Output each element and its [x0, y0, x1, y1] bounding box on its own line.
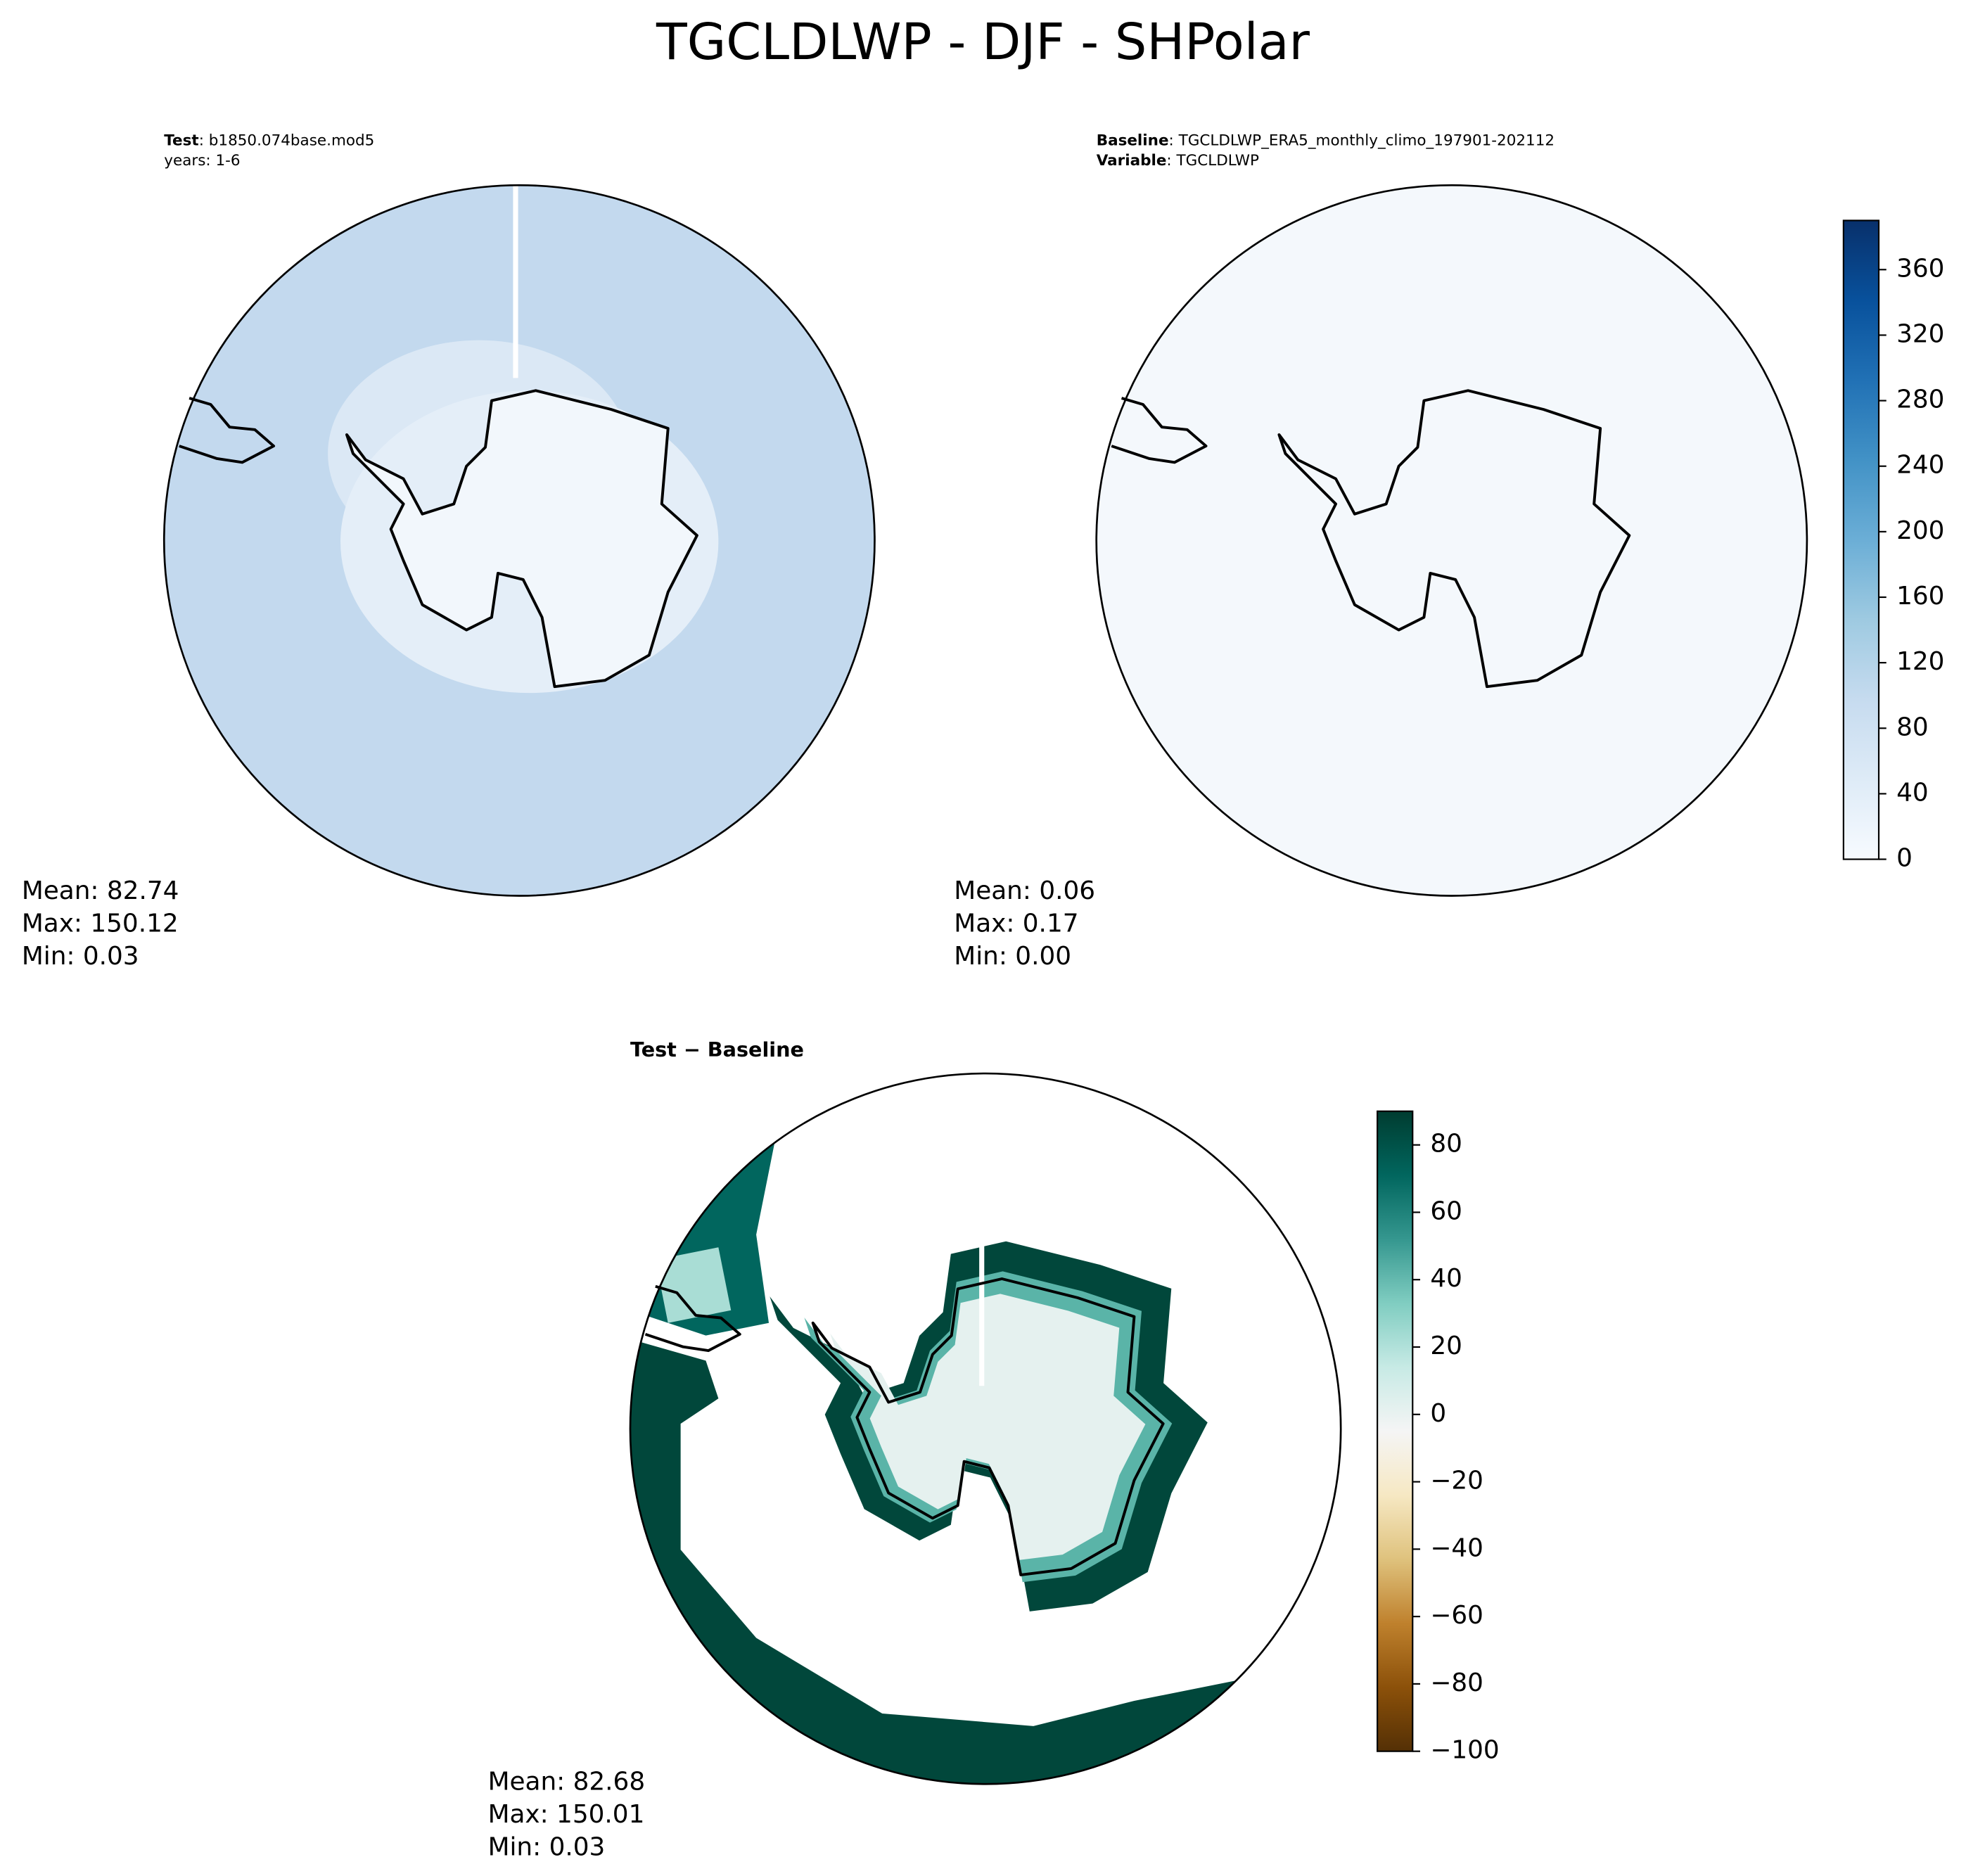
stat-line: Mean: 82.68	[488, 1767, 646, 1796]
colorbar-tick-label: 360	[1896, 254, 1944, 283]
map-field	[164, 185, 875, 896]
panel-subtitle: Variable: TGCLDLWP	[1097, 152, 1259, 170]
panel-subtitle: years: 1-6	[164, 152, 240, 170]
panel-title: Test − Baseline	[630, 1038, 804, 1061]
stat-line: Mean: 0.06	[954, 876, 1095, 905]
colorbar-tick-label: −60	[1430, 1601, 1483, 1630]
panel-title-bold: Baseline	[1097, 132, 1169, 150]
figure-title: TGCLDLWP - DJF - SHPolar	[656, 13, 1310, 71]
colorbar-tick-label: −20	[1430, 1467, 1483, 1495]
colorbar-tick-label: 320	[1896, 319, 1944, 348]
panel-title-rest: : TGCLDLWP_ERA5_monthly_climo_197901-202…	[1169, 132, 1555, 150]
colorbar-tick-label: 200	[1896, 516, 1944, 545]
panel-title: Test: b1850.074base.mod5	[164, 132, 374, 150]
colorbar-tick-label: 240	[1896, 451, 1944, 480]
colorbar-tick-label: 280	[1896, 385, 1944, 414]
stat-line: Min: 0.03	[488, 1833, 606, 1862]
stat-line: Mean: 82.74	[22, 876, 179, 905]
panel-subtitle-bold: Variable	[1097, 152, 1167, 170]
colorbar-tick-label: 80	[1896, 713, 1929, 741]
map-boundary	[629, 1072, 1342, 1785]
stat-line: Max: 150.01	[488, 1800, 645, 1829]
colorbar-tick-label: 60	[1430, 1197, 1462, 1225]
stat-line: Min: 0.03	[22, 942, 139, 971]
panel-title-rest: : b1850.074base.mod5	[199, 132, 375, 150]
stat-line: Max: 150.12	[22, 910, 179, 938]
colorbar-tick-label: 40	[1896, 778, 1929, 807]
colorbar-tick-label: 160	[1896, 582, 1944, 611]
colorbar-tick-label: 80	[1430, 1130, 1462, 1159]
colorbar-tick-label: −100	[1430, 1736, 1499, 1765]
colorbar-tick-label: 20	[1430, 1332, 1462, 1360]
map-boundary	[162, 184, 876, 897]
colorbar	[1842, 219, 1880, 860]
map-field	[630, 1073, 1341, 1785]
colorbar-tick-label: 120	[1896, 647, 1944, 676]
colorbar-tick-label: 40	[1430, 1264, 1462, 1293]
colorbar-tick-label: −40	[1430, 1533, 1483, 1562]
panel-subtitle-rest: : TGCLDLWP	[1166, 152, 1259, 170]
stat-line: Min: 0.00	[954, 942, 1071, 971]
colorbar-tick-label: 0	[1896, 844, 1913, 873]
panel-title-bold: Test	[164, 132, 198, 150]
colorbar-tick-label: 0	[1430, 1399, 1446, 1428]
colorbar	[1377, 1110, 1414, 1752]
colorbar-tick-label: −80	[1430, 1668, 1483, 1697]
panel-title: Baseline: TGCLDLWP_ERA5_monthly_climo_19…	[1097, 132, 1555, 150]
map-boundary	[1095, 184, 1808, 897]
stat-line: Max: 0.17	[954, 910, 1078, 938]
